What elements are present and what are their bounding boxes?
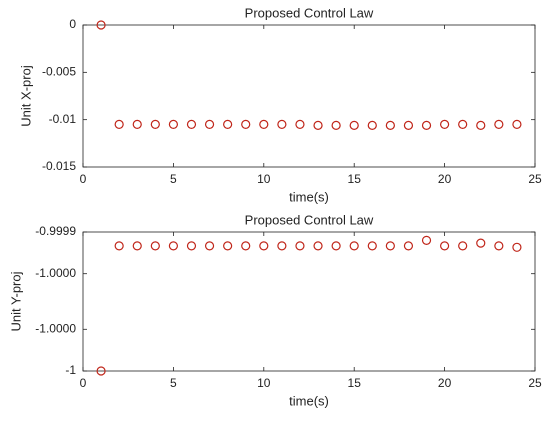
marker [476, 238, 486, 248]
marker [403, 120, 414, 130]
x-tick-label: 0 [80, 376, 87, 390]
marker [512, 119, 522, 130]
marker [494, 119, 504, 130]
x-tick-label: 5 [170, 172, 177, 186]
marker [241, 119, 251, 130]
marker [349, 120, 359, 130]
marker [367, 120, 377, 130]
y-tick-label: -0.015 [42, 159, 76, 173]
y-axis-label: Unit X-proj [18, 65, 33, 127]
marker [421, 120, 432, 130]
marker [295, 119, 305, 130]
marker [204, 241, 215, 251]
marker [331, 120, 341, 130]
marker [331, 241, 341, 251]
marker [96, 366, 106, 376]
x-tick-label: 10 [257, 376, 271, 390]
x-tick-label: 15 [348, 376, 362, 390]
marker [259, 119, 269, 130]
marker [277, 241, 287, 251]
y-tick-label: -0.01 [49, 112, 77, 126]
marker [223, 119, 233, 130]
axes-box [82, 231, 536, 372]
marker [313, 120, 323, 130]
x-tick-label: 5 [170, 376, 177, 390]
marker [421, 235, 432, 245]
marker [114, 241, 124, 251]
marker [385, 241, 395, 251]
chart-title: Proposed Control Law [245, 5, 374, 20]
marker [132, 241, 142, 251]
marker [440, 119, 450, 130]
marker [114, 119, 124, 130]
marker [476, 120, 486, 130]
marker [150, 119, 160, 130]
axes-box [82, 24, 536, 168]
x-tick-label: 15 [348, 172, 362, 186]
marker [204, 119, 215, 130]
x-tick-label: 20 [438, 172, 452, 186]
marker [458, 241, 468, 251]
y-tick-label: -1.0000 [35, 266, 76, 280]
marker [168, 119, 178, 130]
x-tick-label: 0 [80, 172, 87, 186]
y-tick-label: -1.0000 [35, 321, 76, 335]
marker [295, 241, 305, 251]
x-tick-label: 10 [257, 172, 271, 186]
marker [259, 241, 269, 251]
marker [96, 20, 106, 30]
marker [440, 241, 450, 251]
marker [168, 241, 178, 251]
marker [223, 241, 233, 251]
x-tick-label: 25 [528, 172, 542, 186]
marker [186, 119, 197, 130]
marker [132, 119, 142, 130]
marker [367, 241, 377, 251]
x-axis-label: time(s) [289, 189, 329, 204]
y-tick-label: -0.9999 [35, 224, 76, 238]
marker [349, 241, 359, 251]
x-tick-label: 25 [528, 376, 542, 390]
x-tick-label: 20 [438, 376, 452, 390]
marker [458, 119, 468, 130]
marker [241, 241, 251, 251]
marker [277, 119, 287, 130]
marker [150, 241, 160, 251]
y-tick-label: 0 [69, 17, 76, 31]
marker [313, 241, 323, 251]
y-tick-label: -0.005 [42, 65, 76, 79]
marker [512, 242, 522, 252]
y-tick-label: -1 [65, 363, 76, 377]
marker [186, 241, 197, 251]
marker [385, 120, 395, 130]
x-axis-label: time(s) [289, 393, 329, 408]
marker [494, 241, 504, 251]
marker [403, 241, 414, 251]
y-axis-label: Unit Y-proj [8, 271, 23, 331]
chart-title: Proposed Control Law [245, 212, 374, 227]
